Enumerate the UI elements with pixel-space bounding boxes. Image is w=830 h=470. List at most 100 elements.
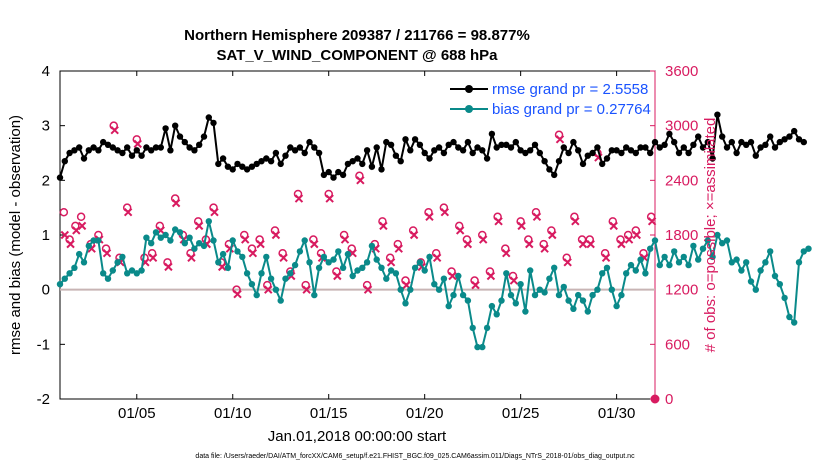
rmse-point — [503, 141, 510, 148]
rmse-point — [656, 144, 663, 151]
bias-point — [100, 270, 107, 277]
rmse-point — [517, 147, 524, 154]
rmse-point — [469, 149, 476, 157]
rmse-point — [215, 160, 222, 168]
obs-assimilated-point — [425, 212, 434, 221]
bias-point — [474, 343, 481, 351]
bias-point — [109, 267, 117, 274]
rmse-point — [387, 141, 395, 148]
bias-point — [315, 264, 323, 271]
obs-assimilated-point — [409, 230, 419, 240]
bias-point — [690, 242, 697, 250]
obs-assimilated-point — [256, 239, 265, 249]
bias-point — [800, 248, 807, 255]
bias-point — [747, 278, 755, 285]
rmse-point — [527, 147, 534, 154]
y-left-tick-label: 4 — [42, 63, 50, 80]
rmse-point — [570, 138, 577, 146]
rmse-point — [119, 149, 126, 157]
x-tick-label: 01/15 — [310, 405, 348, 422]
rmse-point — [512, 138, 519, 146]
y-left-tick-label: 3 — [42, 118, 50, 135]
bias-point — [205, 218, 212, 225]
bias-point — [498, 297, 505, 304]
rmse-point — [181, 138, 188, 146]
rmse-point — [704, 138, 711, 146]
bias-point — [613, 302, 620, 310]
bias-point — [776, 281, 783, 288]
rmse-point — [138, 152, 145, 159]
bias-point — [243, 270, 251, 277]
bias-point — [272, 286, 280, 293]
bias-point — [738, 267, 745, 274]
bias-point — [181, 240, 188, 247]
obs-assimilated-point — [340, 235, 350, 244]
bias-point — [224, 264, 232, 271]
rmse-point — [234, 160, 241, 168]
obs-assimilated-point — [486, 271, 496, 281]
rmse-point — [229, 166, 236, 173]
rmse-point — [483, 155, 491, 162]
y-left-tick-label: 0 — [42, 282, 50, 299]
bias-point — [119, 253, 126, 261]
rmse-point — [680, 144, 687, 151]
bias-point — [210, 237, 217, 244]
bias-point — [435, 286, 443, 293]
y-axis-label-right: # of obs: o=possible; ×=assimilated — [702, 118, 719, 353]
rmse-point — [71, 147, 78, 154]
rmse-point — [248, 163, 256, 170]
obs-zero-point — [650, 394, 660, 404]
bias-point — [219, 250, 227, 258]
rmse-point — [330, 174, 337, 181]
y-left-tick-label: 2 — [42, 172, 50, 189]
obs-assimilated-point — [325, 194, 334, 203]
rmse-point — [301, 149, 308, 157]
rmse-point — [378, 166, 385, 173]
obs-assimilated-point — [271, 230, 281, 240]
obs-assimilated-point — [479, 235, 488, 244]
rmse-point — [603, 155, 611, 162]
bias-point — [675, 259, 683, 266]
rmse-point — [690, 141, 697, 148]
obs-assimilated-point — [241, 235, 250, 244]
rmse-point — [795, 136, 803, 143]
bias-point — [709, 253, 716, 261]
bias-point — [421, 267, 428, 274]
obs-assimilated-point — [210, 208, 219, 217]
rmse-point — [416, 141, 424, 148]
bias-point — [536, 286, 543, 293]
bias-point — [795, 259, 803, 266]
rmse-point — [253, 160, 260, 168]
bias-point — [378, 264, 385, 271]
bias-point — [277, 297, 284, 304]
obs-assimilated-point — [586, 239, 595, 249]
bias-point — [267, 275, 275, 282]
bias-point — [627, 261, 635, 269]
obs-assimilated-point — [448, 271, 457, 281]
y-right-tick-label: 2400 — [665, 172, 698, 189]
bias-point — [723, 237, 731, 244]
rmse-point — [435, 144, 443, 151]
rmse-point — [100, 138, 107, 146]
bias-point — [733, 256, 740, 263]
obs-assimilated-point — [187, 253, 196, 262]
x-tick-label: 01/30 — [598, 405, 636, 422]
rmse-point — [320, 171, 328, 179]
bias-point — [306, 259, 313, 266]
bias-point — [699, 245, 707, 252]
rmse-point — [200, 133, 208, 140]
bias-point — [464, 297, 472, 304]
bias-point — [363, 259, 371, 266]
rmse-point — [104, 141, 112, 148]
bias-point — [76, 250, 83, 258]
rmse-point — [632, 149, 639, 157]
rmse-point — [743, 141, 750, 148]
bias-point — [493, 311, 500, 318]
rmse-point — [800, 138, 807, 146]
bias-point — [215, 259, 222, 266]
obs-assimilated-point — [248, 249, 258, 258]
rmse-point — [738, 138, 745, 146]
bias-point — [642, 270, 649, 277]
x-tick-label: 01/25 — [502, 405, 540, 422]
rmse-point — [176, 133, 184, 140]
